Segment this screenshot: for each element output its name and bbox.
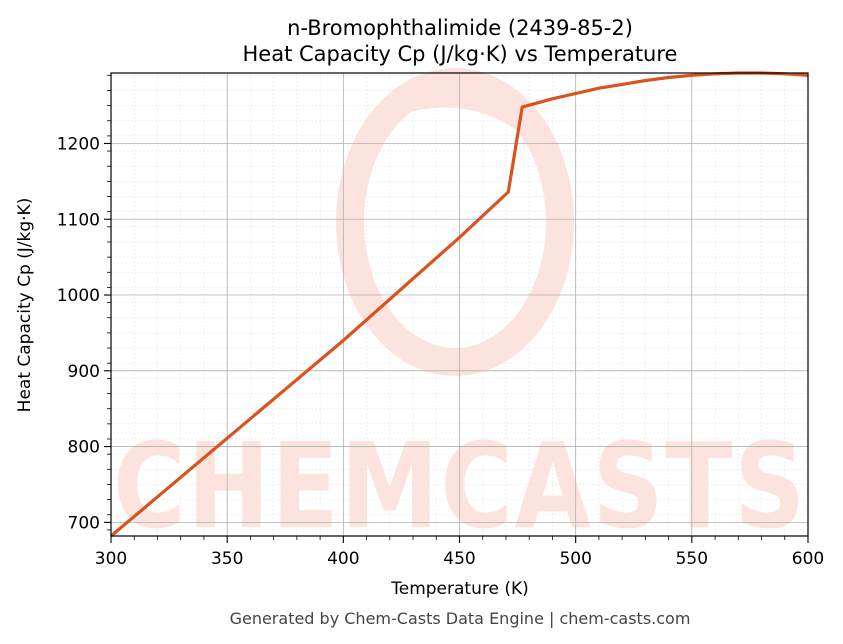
chart-title: n-Bromophthalimide (2439-85-2)	[287, 16, 633, 40]
y-tick-label: 700	[68, 513, 100, 533]
y-tick-label: 1100	[57, 210, 100, 230]
x-tick-label: 550	[676, 549, 708, 569]
x-tick-label: 300	[95, 549, 127, 569]
footer-credit: Generated by Chem-Casts Data Engine | ch…	[230, 609, 691, 628]
x-tick-label: 350	[211, 549, 243, 569]
watermark: CHEMCASTS	[113, 68, 807, 555]
watermark-text: CHEMCASTS	[113, 417, 807, 555]
watermark-logo-ring	[336, 68, 574, 376]
y-axis-label: Heat Capacity Cp (J/kg·K)	[15, 198, 35, 413]
x-tick-label: 600	[792, 549, 824, 569]
watermark-logo-swoosh	[387, 91, 563, 173]
x-ticks: 300 350 400 450 500 550 600	[95, 536, 824, 569]
x-axis-label: Temperature (K)	[390, 579, 529, 599]
x-tick-label: 450	[443, 549, 475, 569]
y-tick-label: 900	[68, 362, 100, 382]
y-tick-label: 1000	[57, 286, 100, 306]
y-ticks: 700 800 900 1000 1100 1200	[57, 74, 111, 533]
chart-subtitle: Heat Capacity Cp (J/kg·K) vs Temperature	[243, 42, 678, 66]
y-tick-label: 1200	[57, 134, 100, 154]
x-tick-label: 400	[327, 549, 359, 569]
y-tick-label: 800	[68, 438, 100, 458]
x-tick-label: 500	[559, 549, 591, 569]
